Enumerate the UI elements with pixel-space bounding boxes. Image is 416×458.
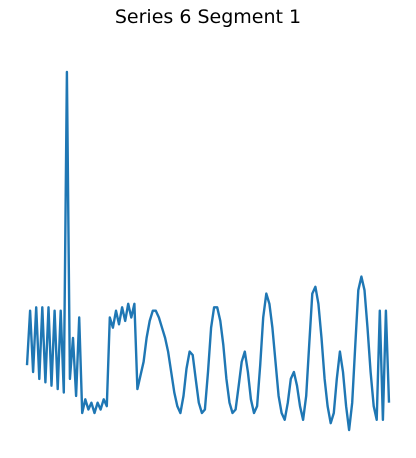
- series-line: [25, 70, 391, 432]
- chart-title: Series 6 Segment 1: [114, 6, 302, 28]
